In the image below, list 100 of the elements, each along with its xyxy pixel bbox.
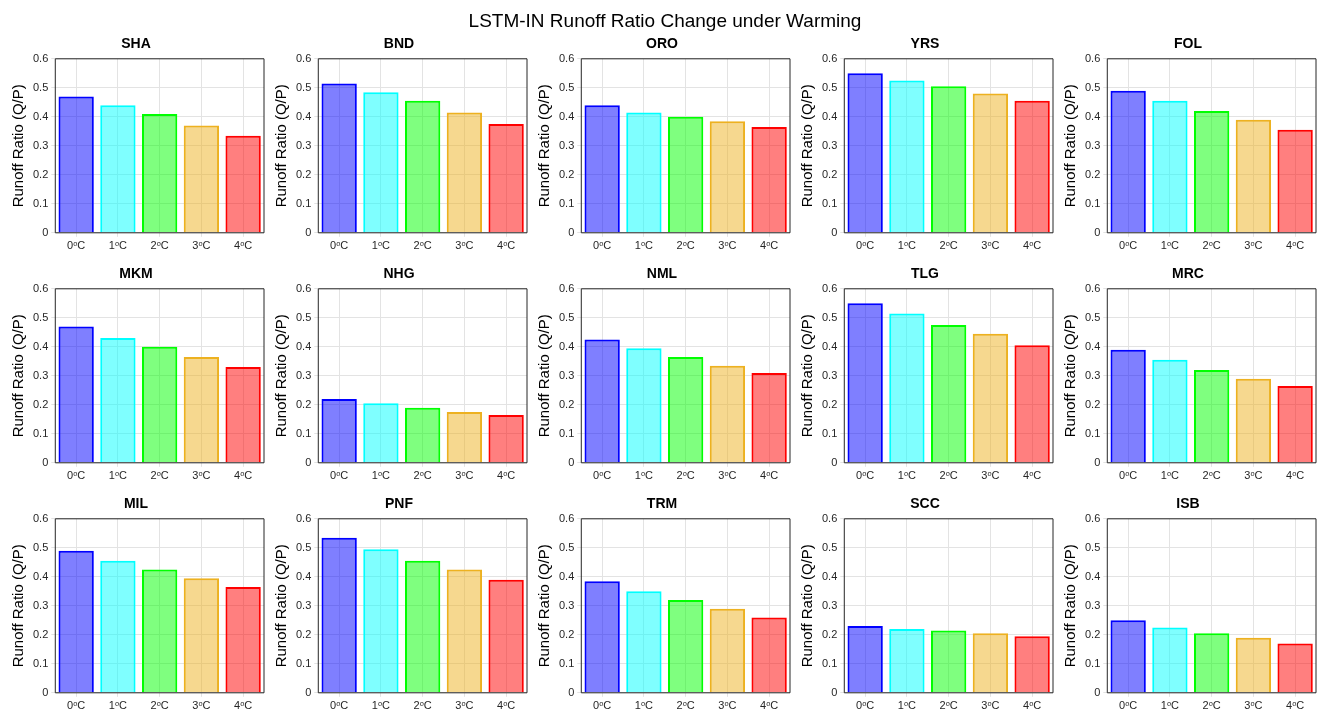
bar [584,339,620,463]
y-axis-title: Runoff Ratio (Q/P) [1061,84,1079,208]
x-tick-label: 0ᵒC [330,239,349,252]
y-tick-label: 0.2 [1084,167,1101,180]
bar [667,116,704,233]
y-axis-title: Runoff Ratio (Q/P) [1061,314,1079,438]
y-tick-label: 0.5 [558,310,575,323]
chart-title: NML [646,265,678,282]
y-tick-label: 0.4 [32,339,49,352]
bar [1235,119,1272,233]
x-tick-label: 2ᵒC [150,699,169,712]
x-tick-label: 0ᵒC [67,239,86,252]
y-tick-label: 0.5 [295,80,312,93]
y-tick-label: 0.1 [821,656,838,669]
y-axis-title: Runoff Ratio (Q/P) [535,314,553,438]
x-tick-label: 1ᵒC [371,239,391,252]
x-tick-label: 4ᵒC [234,469,253,482]
x-tick-label: 4ᵒC [1286,469,1305,482]
x-tick-label: 3ᵒC [718,469,737,482]
bar [1277,385,1313,463]
bar [626,112,662,233]
x-tick-label: 2ᵒC [939,699,958,712]
x-tick-label: 0ᵒC [67,469,86,482]
y-tick-label: 0.1 [295,196,312,209]
x-tick-label: 2ᵒC [1202,239,1221,252]
bar [1235,637,1272,693]
y-tick-label: 0.2 [558,627,575,640]
chart-title: MIL [123,495,149,512]
y-tick-label: 0.5 [32,80,49,93]
bar [225,135,261,233]
y-tick-label: 0.2 [32,397,49,410]
x-tick-label: 0ᵒC [1119,699,1138,712]
x-tick-label: 4ᵒC [497,469,516,482]
y-tick-label: 0.2 [821,627,838,640]
bar [1193,633,1230,693]
bar [141,569,178,693]
y-tick-label: 0.1 [558,426,575,439]
y-tick-label: 0.6 [295,51,312,64]
y-axis-title: Runoff Ratio (Q/P) [272,84,290,208]
x-tick-label: 0ᵒC [1119,239,1138,252]
y-tick-label: 0.6 [558,511,575,524]
x-tick-label: 3ᵒC [981,469,1000,482]
bar [488,579,524,693]
chart-title: BND [383,35,415,52]
y-tick-label: 0 [42,685,49,698]
x-tick-label: 4ᵒC [497,239,516,252]
y-tick-label: 0.2 [295,167,312,180]
y-tick-label: 0.2 [558,397,575,410]
y-tick-label: 0.1 [1084,196,1101,209]
x-tick-label: 3ᵒC [1244,239,1263,252]
x-tick-label: 1ᵒC [1160,239,1180,252]
bar [1014,636,1050,693]
y-tick-label: 0.6 [558,51,575,64]
x-tick-label: 4ᵒC [234,239,253,252]
y-tick-label: 0.6 [32,51,49,64]
bar [58,96,94,233]
x-tick-label: 0ᵒC [67,699,86,712]
y-tick-label: 0.1 [1084,656,1101,669]
y-tick-label: 0.3 [1084,368,1101,381]
x-tick-label: 3ᵒC [455,469,474,482]
y-tick-label: 0.3 [821,138,838,151]
x-tick-label: 1ᵒC [108,699,128,712]
x-tick-label: 0ᵒC [1119,469,1138,482]
y-tick-label: 0.5 [558,540,575,553]
bar [847,626,883,693]
bar [751,617,787,693]
x-tick-label: 3ᵒC [981,699,1000,712]
x-tick-label: 4ᵒC [1023,239,1042,252]
y-axis-title: Runoff Ratio (Q/P) [798,84,816,208]
bar [889,80,925,233]
y-tick-label: 0.2 [821,167,838,180]
y-tick-label: 0.4 [1084,339,1101,352]
y-tick-label: 0.5 [821,80,838,93]
y-tick-label: 0.5 [1084,310,1101,323]
y-tick-label: 0.4 [1084,569,1101,582]
y-axis-title: Runoff Ratio (Q/P) [535,84,553,208]
bar [889,629,925,693]
y-tick-label: 0 [1094,455,1101,468]
bar [584,105,620,233]
bar [709,608,746,693]
bar [626,591,662,693]
x-tick-label: 1ᵒC [108,469,128,482]
x-tick-label: 2ᵒC [413,239,432,252]
y-tick-label: 0.2 [1084,627,1101,640]
bar [58,550,94,693]
bar [446,569,483,693]
x-tick-label: 2ᵒC [676,699,695,712]
x-tick-label: 0ᵒC [593,469,612,482]
bar [404,560,441,693]
y-tick-label: 0.6 [32,511,49,524]
bar [972,633,1009,693]
y-tick-label: 0 [305,225,312,238]
chart-title: PNF [385,495,414,512]
bar [667,600,704,693]
y-tick-label: 0.5 [295,310,312,323]
y-tick-label: 0.1 [821,196,838,209]
bar [100,560,136,693]
bar [58,326,94,463]
bar [1152,627,1188,693]
y-tick-label: 0.2 [558,167,575,180]
